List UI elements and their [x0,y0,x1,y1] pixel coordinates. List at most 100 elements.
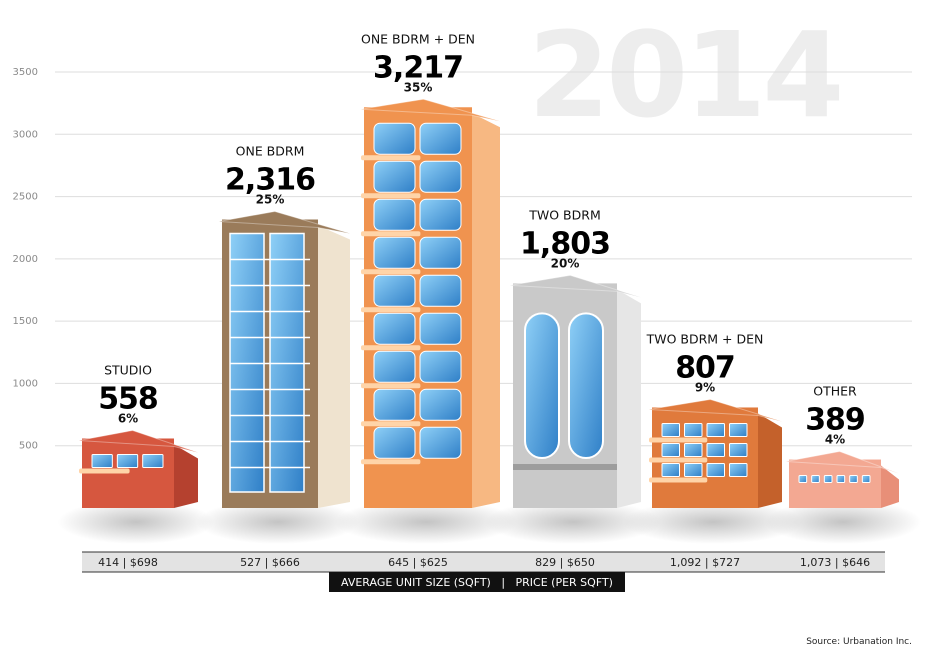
bar-window [568,312,604,459]
bar-window [419,236,462,269]
y-tick-label: 1000 [13,378,38,389]
bar-window [419,274,462,307]
bar-side [472,113,500,508]
y-tick-label: 3500 [13,67,38,78]
bar-window [419,426,462,459]
bar-window [706,462,725,477]
value-label: 3,217 [373,50,463,85]
category-label: TWO BDRM + DEN [646,331,764,346]
bar-balcony [361,307,421,313]
bar-balcony [649,437,708,443]
percent-label: 4% [825,433,845,447]
y-tick-label: 3000 [13,129,38,140]
bar-roof [78,429,199,453]
bar-window [684,442,703,457]
bar-balcony [361,459,421,465]
bar-side [174,444,198,508]
source-note: Source: Urbanation Inc. [806,637,912,647]
bar-window [142,453,164,468]
category-label: ONE BDRM + DEN [361,31,475,46]
bar-window [798,475,808,484]
background-year: 2014 [528,6,840,144]
bar-window [373,388,416,421]
y-tick-label: 2500 [13,192,38,203]
bar-balcony [361,231,421,237]
value-label: 1,803 [520,226,610,261]
bar-shadow [622,500,804,544]
y-tick-label: 2000 [13,254,38,265]
percent-label: 25% [256,192,285,206]
size-price-label: 527 | $666 [240,556,300,569]
bar-window [116,453,139,468]
size-price-row: 414 | $698 527 | $666 645 | $625 829 | $650… [98,556,870,569]
bar-window [419,122,462,155]
bar-roof [509,274,642,298]
bar-window [373,426,416,459]
bar-window [419,388,462,421]
bar-balcony [649,477,708,483]
bar [789,459,881,508]
bar-window [524,312,560,459]
bar-window [373,274,416,307]
bar-balcony [361,193,421,199]
size-price-label: 414 | $698 [98,556,158,569]
bar-shadow [334,500,518,544]
bar-balcony [361,421,421,427]
bar-side [318,225,350,509]
bar-window [729,462,748,477]
bar-studio [57,429,215,544]
bar-roof [785,451,900,475]
value-label: 389 [805,403,865,438]
y-tick-label: 1500 [13,316,38,327]
category-label: OTHER [813,384,857,399]
bar-window [849,475,858,484]
bar-window [684,462,703,477]
axis-caption: AVERAGE UNIT SIZE (SQFT) | PRICE (PER SQ… [341,576,613,589]
bar-window [706,422,725,437]
percent-label: 20% [551,256,580,270]
bar-two-bdrm-den [622,398,804,544]
buildings [57,98,922,544]
bar-window [729,442,748,457]
size-price-band [82,552,885,572]
bar-shadow [196,500,360,544]
bar-shadow [57,500,215,544]
bar-window [373,122,416,155]
bar-window [373,160,416,193]
category-label: TWO BDRM [528,207,600,222]
bar-window [729,422,748,437]
bar-balcony [361,155,421,161]
value-label: 807 [675,350,735,385]
category-label: STUDIO [104,362,152,377]
bar-window [661,422,680,437]
size-price-label: 1,073 | $646 [800,556,870,569]
bar-window [661,442,680,457]
category-label: ONE BDRM [236,143,305,158]
bar-window [419,350,462,383]
bar-window [419,198,462,231]
size-price-label: 1,092 | $727 [670,556,740,569]
bar-window [373,236,416,269]
bar-one-bdrm [196,210,360,544]
bar-roof [360,98,501,122]
bar-window [706,442,725,457]
percent-label: 9% [695,380,715,394]
bar-window [684,422,703,437]
bar-window [373,312,416,345]
bar-roof [218,210,351,234]
axis-caption-strip [329,572,625,592]
bar-window [91,453,113,468]
size-price-label: 645 | $625 [388,556,448,569]
bar-side [881,465,899,508]
bar-window [823,475,833,484]
value-label: 558 [98,381,158,416]
y-tick-label: 500 [19,441,38,452]
bar-shadow [764,500,922,544]
bar-other [764,451,922,544]
bar-roof [648,398,783,422]
bar-window [811,475,820,484]
bar-balcony [361,269,421,275]
bar-balcony [79,468,130,474]
bar-window [861,475,871,484]
bar-window [661,462,680,477]
